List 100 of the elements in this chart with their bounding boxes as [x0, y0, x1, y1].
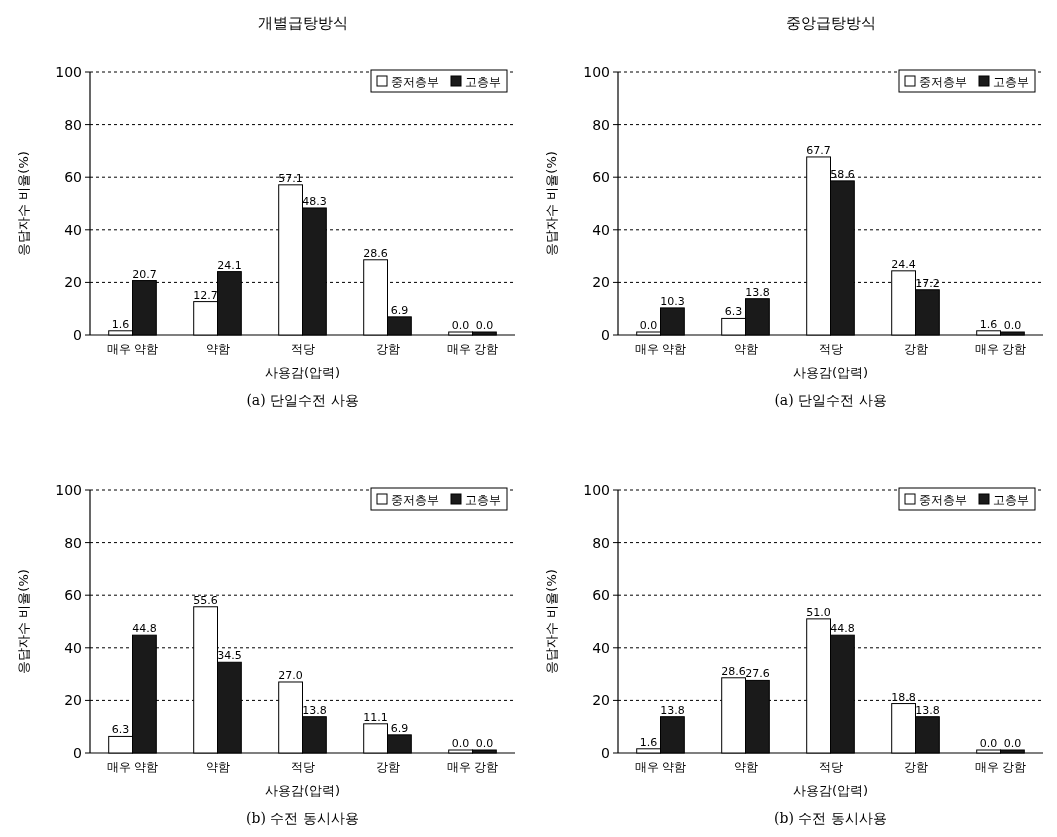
legend-label: 중저층부: [391, 493, 439, 507]
data-label: 57.1: [278, 171, 303, 185]
x-tick-label: 약함: [733, 342, 758, 356]
text: (a) 단일수전 사용: [246, 392, 359, 408]
y-tick-label: 60: [64, 587, 82, 604]
data-label: 0.0: [451, 319, 470, 332]
x-tick-label: 적당: [290, 342, 315, 356]
x-tick-label: 매우 약함: [634, 760, 687, 774]
data-label: 28.6: [721, 664, 746, 678]
x-tick-label: 강함: [375, 760, 400, 774]
data-label: 0.0: [475, 737, 494, 750]
data-label: 13.8: [745, 285, 770, 299]
data-label: 13.8: [915, 703, 940, 717]
chart-title: 개별급탕방식: [257, 14, 348, 32]
data-label: 0.0: [475, 319, 494, 332]
data-label: 6.3: [111, 723, 130, 737]
y-tick-label: 100: [583, 482, 610, 498]
text: (a) 단일수전 사용: [774, 392, 887, 408]
x-tick-label: 강함: [375, 342, 400, 356]
legend-label: 고층부: [993, 493, 1029, 507]
y-tick-label: 60: [592, 587, 610, 604]
y-tick-label: 40: [592, 221, 610, 238]
data-label: 0.0: [451, 737, 470, 750]
data-label: 48.3: [302, 194, 327, 208]
y-tick-label: 40: [592, 639, 610, 656]
x-tick-label: 매우 강함: [446, 342, 499, 356]
x-axis-title: 사용감(압력): [792, 783, 869, 798]
data-label: 44.8: [830, 622, 855, 636]
x-axis-title: 사용감(압력): [792, 365, 869, 380]
y-axis-title: 응답자수 비율(%): [544, 569, 559, 674]
data-label: 51.0: [806, 605, 831, 619]
x-tick-label: 매우 약함: [106, 760, 159, 774]
data-label: 0.0: [639, 319, 658, 332]
x-tick-label: 매우 약함: [106, 342, 159, 356]
data-label: 0.0: [1003, 737, 1022, 750]
x-tick-label: 약함: [205, 342, 230, 356]
x-tick-label: 강함: [903, 760, 928, 774]
data-label: 0.0: [979, 737, 998, 750]
legend-label: 중저층부: [919, 493, 967, 507]
y-axis-title: 응답자수 비율(%): [16, 569, 31, 674]
y-tick-label: 40: [64, 221, 82, 238]
y-tick-label: 0: [73, 327, 82, 343]
data-label: 34.5: [217, 649, 242, 663]
y-tick-label: 80: [64, 534, 82, 551]
data-label: 20.7: [132, 267, 157, 281]
data-label: 6.9: [390, 303, 409, 317]
y-tick-label: 80: [592, 534, 610, 551]
x-tick-label: 적당: [290, 760, 315, 774]
data-label: 12.7: [193, 288, 218, 302]
y-axis-title: 응답자수 비율(%): [16, 151, 31, 256]
data-label: 58.6: [830, 167, 855, 181]
data-label: 44.8: [132, 622, 157, 636]
x-tick-label: 약함: [205, 760, 230, 774]
legend-label: 중저층부: [919, 75, 967, 89]
data-label: 13.8: [660, 703, 685, 717]
chart-title: 중앙급탕방식: [785, 14, 876, 32]
x-tick-label: 매우 강함: [974, 760, 1027, 774]
y-tick-label: 20: [592, 274, 610, 291]
legend-label: 고층부: [993, 75, 1029, 89]
data-label: 6.3: [724, 305, 743, 319]
data-label: 55.6: [193, 593, 218, 607]
data-label: 24.1: [217, 258, 242, 272]
x-tick-label: 강함: [903, 342, 928, 356]
data-label: 1.6: [979, 317, 998, 331]
x-tick-label: 적당: [818, 342, 843, 356]
data-label: 6.9: [390, 721, 409, 735]
data-label: 28.6: [363, 246, 388, 260]
x-axis-title: 사용감(압력): [264, 783, 341, 798]
y-tick-label: 0: [601, 327, 610, 343]
y-tick-label: 20: [592, 692, 610, 709]
x-tick-label: 매우 약함: [634, 342, 687, 356]
y-tick-label: 100: [55, 64, 82, 80]
text: (b) 수전 동시사용: [246, 810, 359, 826]
y-tick-label: 100: [583, 64, 610, 80]
data-label: 24.4: [891, 257, 916, 271]
y-tick-label: 60: [64, 169, 82, 186]
data-label: 10.3: [660, 294, 685, 308]
y-tick-label: 0: [601, 745, 610, 761]
data-label: 0.0: [1003, 319, 1022, 332]
y-tick-label: 80: [64, 116, 82, 133]
data-label: 18.8: [891, 690, 916, 704]
y-tick-label: 100: [55, 482, 82, 498]
data-label: 27.0: [278, 668, 303, 682]
x-tick-label: 적당: [818, 760, 843, 774]
legend-label: 고층부: [465, 75, 501, 89]
y-tick-label: 60: [592, 169, 610, 186]
data-label: 1.6: [111, 317, 130, 331]
legend-label: 고층부: [465, 493, 501, 507]
data-label: 13.8: [302, 703, 327, 717]
y-axis-title: 응답자수 비율(%): [544, 151, 559, 256]
x-tick-label: 매우 강함: [446, 760, 499, 774]
y-tick-label: 80: [592, 116, 610, 133]
text: (b) 수전 동시사용: [774, 810, 887, 826]
y-tick-label: 40: [64, 639, 82, 656]
data-label: 1.6: [639, 735, 658, 749]
y-tick-label: 20: [64, 274, 82, 291]
y-tick-label: 20: [64, 692, 82, 709]
legend-label: 중저층부: [391, 75, 439, 89]
data-label: 11.1: [363, 710, 388, 724]
x-tick-label: 매우 강함: [974, 342, 1027, 356]
